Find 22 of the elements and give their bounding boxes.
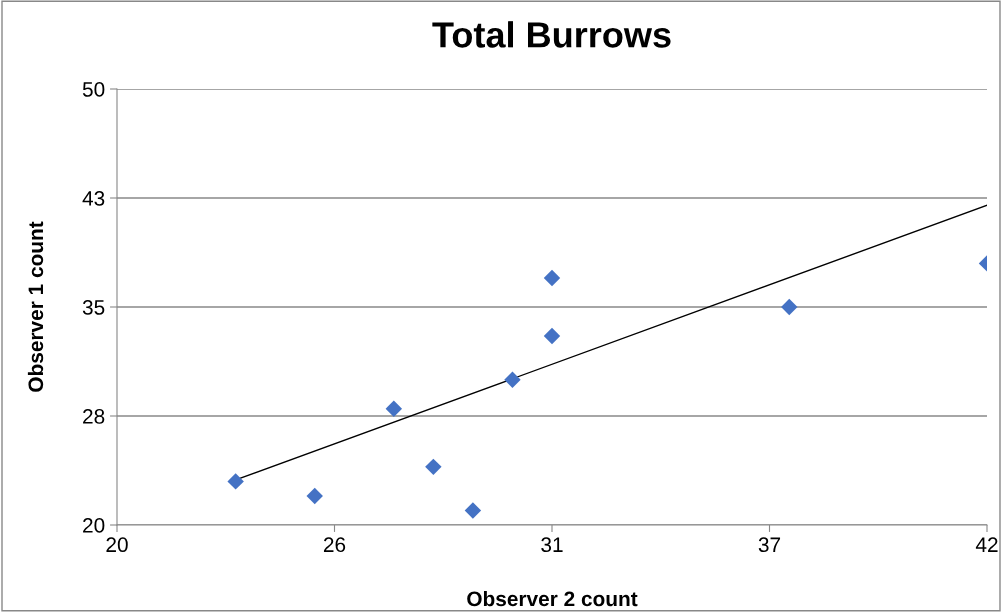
point bbox=[543, 327, 561, 345]
y-tick-label: 28 bbox=[83, 409, 105, 424]
point bbox=[464, 502, 482, 519]
x-tick-label: 31 bbox=[541, 537, 563, 553]
point bbox=[385, 400, 403, 417]
point bbox=[504, 371, 521, 388]
x-tick-label: 42 bbox=[975, 537, 998, 552]
y-tick-label: 50 bbox=[82, 82, 105, 97]
point bbox=[543, 269, 561, 287]
y-axis-title: Observer 1 count bbox=[27, 221, 44, 392]
x-tick-label: 20 bbox=[106, 537, 128, 553]
x-tick-label: 26 bbox=[323, 537, 346, 553]
point bbox=[227, 473, 244, 490]
y-tick-label: 35 bbox=[82, 300, 105, 315]
y-tick-label: 20 bbox=[83, 518, 105, 533]
chart-title: Total Burrows bbox=[432, 21, 671, 48]
point bbox=[425, 458, 442, 476]
y-tick-label: 43 bbox=[82, 191, 105, 206]
point bbox=[306, 487, 323, 505]
point bbox=[781, 298, 798, 316]
x-tick-label: 37 bbox=[758, 537, 781, 553]
x-axis-title: Observer 2 count bbox=[467, 590, 638, 607]
